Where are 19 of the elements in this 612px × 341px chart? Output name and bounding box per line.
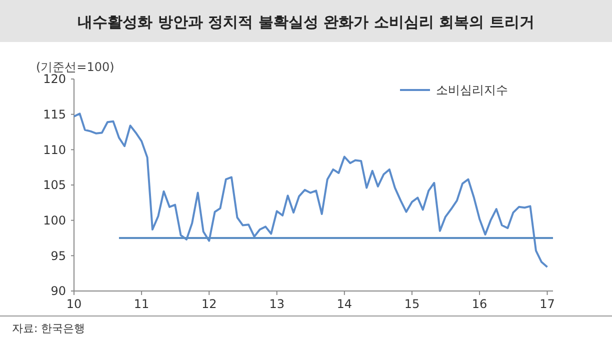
y-tick-label: 105 <box>43 178 66 192</box>
y-tick-label: 120 <box>43 72 66 86</box>
y-tick-label: 90 <box>50 284 66 298</box>
x-tick-label: 16 <box>472 297 488 311</box>
y-tick-label: 95 <box>50 248 66 263</box>
y-tick-label: 110 <box>43 142 66 157</box>
chart-title: 내수활성화 방안과 정치적 불확실성 완화가 소비심리 회복의 트리거 <box>78 13 534 31</box>
text: 자료: 한국은행 <box>12 322 86 335</box>
x-tick-label: 13 <box>269 297 284 311</box>
y-tick-label: 115 <box>43 108 66 122</box>
x-tick-label: 12 <box>201 297 217 311</box>
y-tick-label: 100 <box>43 214 66 228</box>
x-tick-label: 11 <box>134 297 150 311</box>
x-tick-label: 14 <box>336 297 352 311</box>
y-axis-title: (기준선=100) <box>36 60 114 74</box>
x-tick-label: 15 <box>404 297 420 311</box>
x-tick-label: 17 <box>540 297 555 311</box>
x-tick-label: 10 <box>66 297 82 311</box>
legend-label: 소비심리지수 <box>436 83 508 98</box>
